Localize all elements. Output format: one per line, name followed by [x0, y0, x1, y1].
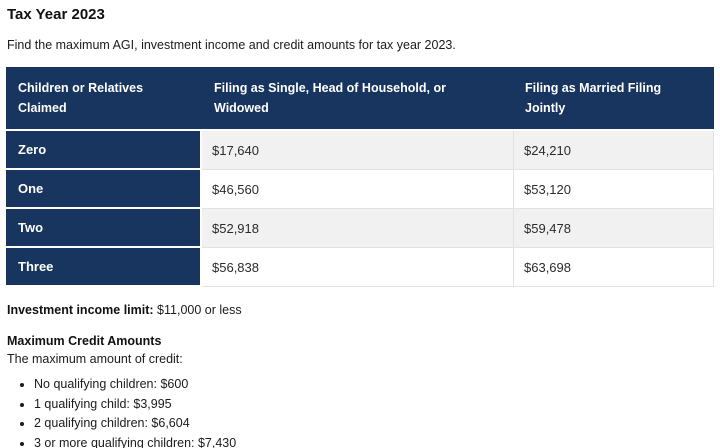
single-amount-cell: $56,838 — [202, 248, 513, 287]
row-label: Three — [6, 248, 202, 287]
page-title: Tax Year 2023 — [7, 6, 105, 23]
list-item: No qualifying children: $600 — [34, 377, 714, 392]
eitc-limits-table: Children or Relatives Claimed Filing as … — [6, 67, 714, 287]
page-subtitle: Find the maximum AGI, investment income … — [7, 38, 456, 52]
list-item: 2 qualifying children: $6,604 — [34, 416, 714, 431]
single-amount-cell: $17,640 — [202, 131, 513, 170]
notes-section: Investment income limit: $11,000 or less… — [7, 303, 714, 448]
column-header-filing-married: Filing as Married Filing Jointly — [513, 67, 714, 131]
table-row: Three $56,838 $63,698 — [6, 248, 714, 287]
list-item: 1 qualifying child: $3,995 — [34, 397, 714, 412]
column-header-children-claimed: Children or Relatives Claimed — [6, 67, 202, 131]
table-row: Two $52,918 $59,478 — [6, 209, 714, 248]
married-amount-cell: $53,120 — [513, 170, 714, 209]
investment-income-limit-value: $11,000 or less — [157, 303, 242, 317]
investment-income-limit-note: Investment income limit: $11,000 or less — [7, 303, 714, 318]
married-amount-cell: $24,210 — [513, 131, 714, 170]
row-label: Zero — [6, 131, 202, 170]
list-item: 3 or more qualifying children: $7,430 — [34, 436, 714, 448]
row-label: One — [6, 170, 202, 209]
married-amount-cell: $59,478 — [513, 209, 714, 248]
row-label: Two — [6, 209, 202, 248]
maximum-credit-amounts-heading: Maximum Credit Amounts — [7, 334, 162, 348]
table-row: Zero $17,640 $24,210 — [6, 131, 714, 170]
maximum-credit-intro: The maximum amount of credit: — [7, 352, 183, 366]
investment-income-limit-label: Investment income limit: — [7, 303, 154, 317]
table-row: One $46,560 $53,120 — [6, 170, 714, 209]
single-amount-cell: $46,560 — [202, 170, 513, 209]
column-header-filing-single: Filing as Single, Head of Household, or … — [202, 67, 513, 131]
table-header-row: Children or Relatives Claimed Filing as … — [6, 67, 714, 131]
married-amount-cell: $63,698 — [513, 248, 714, 287]
credit-amounts-list: No qualifying children: $600 1 qualifyin… — [7, 377, 714, 448]
single-amount-cell: $52,918 — [202, 209, 513, 248]
